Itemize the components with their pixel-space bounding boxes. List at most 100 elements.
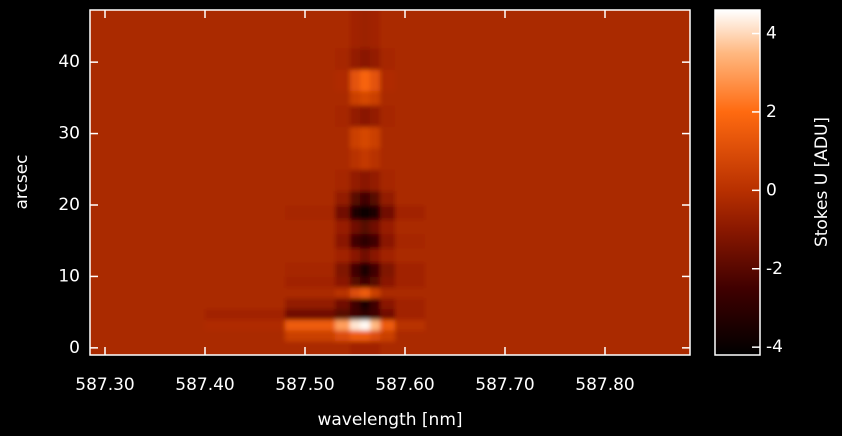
heatmap-cell: [395, 219, 426, 235]
heatmap-cell: [360, 233, 371, 249]
heatmap-cell: [335, 90, 351, 106]
heatmap-cell: [90, 276, 206, 288]
heatmap-cell: [90, 262, 206, 277]
heatmap-cell: [335, 205, 351, 220]
heatmap-cell: [360, 297, 371, 310]
heatmap-cell: [425, 10, 690, 49]
heatmap-cell: [370, 147, 381, 170]
heatmap-cell: [285, 169, 336, 192]
heatmap-cell: [205, 105, 286, 127]
heatmap-cell: [335, 308, 351, 320]
heatmap-cell: [335, 126, 351, 149]
heatmap-cell: [370, 319, 381, 331]
heatmap-cell: [335, 69, 351, 92]
heatmap-cell: [285, 262, 336, 277]
y-tick-label: 0: [69, 338, 80, 358]
heatmap-cell: [370, 69, 381, 92]
heatmap-cell: [395, 105, 426, 127]
heatmap-cell: [360, 308, 371, 320]
heatmap-cell: [395, 308, 426, 320]
colorbar-tick-label: -4: [766, 337, 783, 357]
heatmap-cell: [205, 10, 286, 49]
heatmap-cell: [360, 69, 371, 92]
y-tick-label: 20: [58, 195, 80, 215]
heatmap-cell: [285, 276, 336, 288]
heatmap-cell: [425, 330, 690, 342]
heatmap-cell: [370, 287, 381, 299]
heatmap-cell: [285, 340, 336, 355]
heatmap-cell: [395, 10, 426, 49]
heatmap-cell: [425, 276, 690, 288]
heatmap-cell: [395, 47, 426, 70]
heatmap-cell: [90, 10, 206, 49]
heatmap-cell: [285, 190, 336, 206]
heatmap-cell: [285, 287, 336, 299]
heatmap-cell: [425, 47, 690, 70]
heatmap-cell: [335, 169, 351, 192]
heatmap-cell: [350, 233, 361, 249]
heatmap-cell: [370, 262, 381, 277]
heatmap-cell: [335, 190, 351, 206]
heatmap-cell: [380, 247, 396, 263]
colorbar-tick-label: -2: [766, 259, 783, 279]
heatmap-cells: [90, 10, 690, 355]
heatmap-cell: [360, 205, 371, 220]
heatmap-cell: [350, 219, 361, 235]
heatmap-cell: [425, 90, 690, 106]
heatmap-cell: [350, 297, 361, 310]
heatmap-cell: [380, 169, 396, 192]
x-tick-label: 587.70: [475, 375, 534, 395]
heatmap-cell: [285, 308, 336, 320]
y-tick-label: 10: [58, 266, 80, 286]
heatmap-cell: [360, 330, 371, 342]
heatmap-cell: [360, 147, 371, 170]
heatmap-cell: [360, 126, 371, 149]
heatmap-cell: [380, 90, 396, 106]
heatmap-cell: [370, 308, 381, 320]
heatmap-cell: [370, 10, 381, 49]
heatmap-cell: [395, 190, 426, 206]
heatmap-cell: [90, 319, 206, 331]
heatmap-cell: [395, 247, 426, 263]
heatmap-cell: [90, 308, 206, 320]
heatmap-cell: [360, 105, 371, 127]
heatmap-cell: [425, 219, 690, 235]
heatmap-cell: [285, 126, 336, 149]
heatmap-cell: [425, 247, 690, 263]
heatmap-cell: [285, 47, 336, 70]
heatmap-cell: [205, 262, 286, 277]
heatmap-cell: [360, 190, 371, 206]
heatmap-cell: [380, 340, 396, 355]
heatmap-cell: [285, 297, 336, 310]
heatmap-cell: [380, 147, 396, 170]
heatmap-cell: [370, 276, 381, 288]
heatmap-cell: [380, 105, 396, 127]
heatmap-cell: [395, 319, 426, 331]
heatmap-cell: [360, 219, 371, 235]
heatmap-cell: [395, 262, 426, 277]
heatmap-cell: [360, 247, 371, 263]
heatmap-cell: [360, 10, 371, 49]
heatmap-cell: [350, 308, 361, 320]
colorbar-tick-label: 0: [766, 180, 777, 200]
heatmap-cell: [370, 340, 381, 355]
heatmap-cell: [350, 247, 361, 263]
heatmap-cell: [380, 233, 396, 249]
heatmap-cell: [425, 319, 690, 331]
heatmap-cell: [395, 69, 426, 92]
heatmap-cell: [90, 340, 206, 355]
colorbar-tick-label: 2: [766, 102, 777, 122]
heatmap-cell: [380, 319, 396, 331]
heatmap-cell: [335, 247, 351, 263]
heatmap-cell: [350, 287, 361, 299]
heatmap-cell: [370, 105, 381, 127]
heatmap-cell: [395, 233, 426, 249]
heatmap-cell: [205, 297, 286, 310]
heatmap-cell: [90, 169, 206, 192]
heatmap-cell: [380, 297, 396, 310]
heatmap-cell: [350, 90, 361, 106]
heatmap-cell: [425, 308, 690, 320]
heatmap-cell: [425, 205, 690, 220]
heatmap-cell: [395, 205, 426, 220]
